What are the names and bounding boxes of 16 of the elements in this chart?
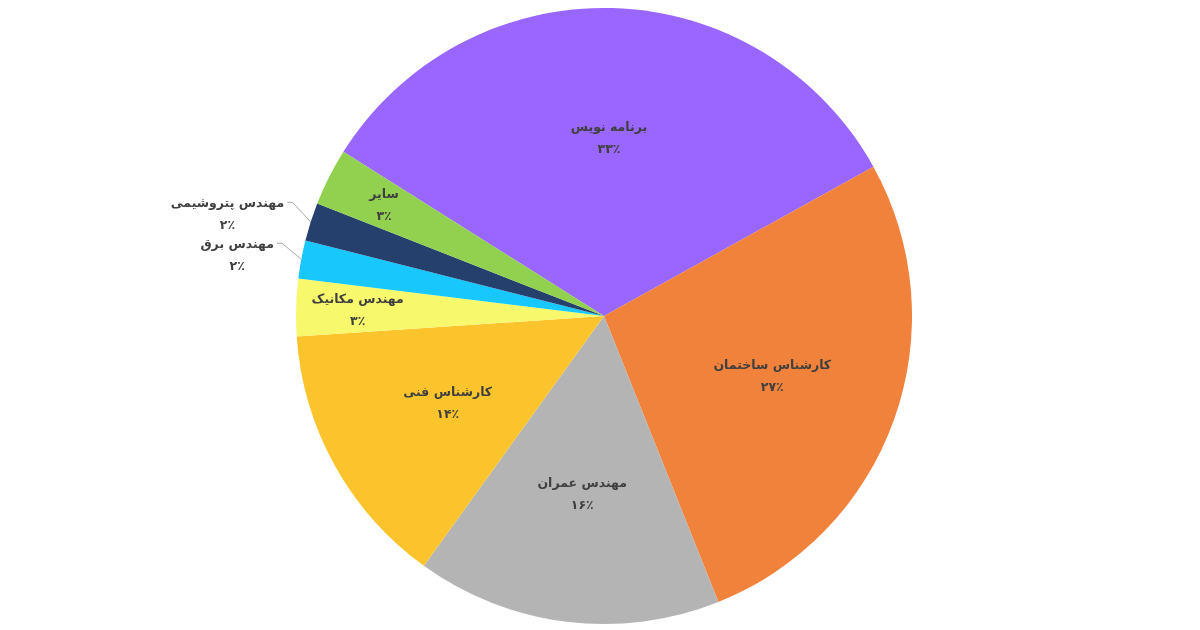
data-label: ۲٪ <box>219 216 236 232</box>
category-label: مهندس مکانیک <box>311 290 404 306</box>
data-label: ۱۴٪ <box>436 406 460 422</box>
category-label: مهندس عمران <box>537 474 627 490</box>
data-label: ۲۷٪ <box>760 379 784 395</box>
category-label: مهندس پتروشیمی <box>170 194 285 210</box>
category-label: کارشناس فنی <box>403 384 493 400</box>
data-label: ۲٪ <box>229 257 245 273</box>
category-label: کارشناس ساختمان <box>713 357 832 373</box>
category-label: برنامه نویس <box>570 118 648 134</box>
category-label: مهندس برق <box>200 235 274 251</box>
data-label: ۳٪ <box>350 312 366 328</box>
data-label: ۳٪ <box>376 208 392 224</box>
category-label: سایر <box>369 186 399 202</box>
data-label: ۳۳٪ <box>597 140 621 156</box>
data-label: ۱۶٪ <box>570 496 594 512</box>
